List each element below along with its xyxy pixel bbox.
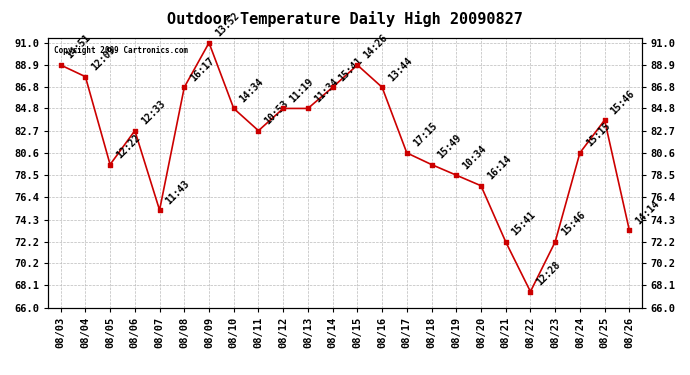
Point (500, 239, 511, 245)
Point (451, 172, 462, 178)
Point (204, 40, 215, 46)
Text: 14:14: 14:14 (633, 198, 661, 226)
Text: 10:34: 10:34 (460, 143, 489, 171)
Text: 11:19: 11:19 (287, 76, 315, 104)
Text: 14:26: 14:26 (362, 33, 389, 61)
Point (105, 162, 116, 168)
Text: 11:43: 11:43 (164, 178, 192, 206)
Text: 17:15: 17:15 (411, 121, 439, 149)
Text: 13:52: 13:52 (213, 11, 241, 39)
Point (302, 105, 313, 111)
Point (624, 227, 635, 233)
Point (80, 74, 91, 80)
Text: 13:44: 13:44 (386, 55, 414, 83)
Point (129, 128, 140, 134)
Text: 16:17: 16:17 (188, 55, 216, 83)
Point (55, 62, 66, 68)
Text: 14:51: 14:51 (65, 33, 92, 61)
Text: 15:41: 15:41 (510, 210, 538, 238)
Point (574, 150, 585, 156)
Text: 12:09: 12:09 (90, 45, 117, 72)
Point (426, 162, 437, 168)
Point (179, 84, 190, 90)
Text: 12:28: 12:28 (535, 260, 562, 288)
Point (377, 84, 388, 90)
Point (525, 289, 536, 295)
Text: 10:53: 10:53 (263, 99, 290, 126)
Text: 15:15: 15:15 (584, 121, 612, 149)
Text: 16:14: 16:14 (485, 154, 513, 182)
Point (228, 105, 239, 111)
Point (402, 150, 413, 156)
Text: Copyright 2009 Cartronics.com: Copyright 2009 Cartronics.com (55, 46, 188, 55)
Text: 15:49: 15:49 (435, 132, 464, 160)
Point (352, 62, 363, 68)
Text: 14:34: 14:34 (238, 76, 266, 104)
Text: 15:41: 15:41 (337, 55, 364, 83)
Text: 12:22: 12:22 (115, 132, 142, 160)
Point (327, 84, 338, 90)
Text: 11:34: 11:34 (312, 76, 340, 104)
Point (475, 183, 486, 189)
Point (277, 105, 288, 111)
Text: 12:33: 12:33 (139, 99, 167, 126)
Text: Outdoor Temperature Daily High 20090827: Outdoor Temperature Daily High 20090827 (167, 11, 523, 27)
Point (154, 207, 165, 213)
Point (599, 117, 610, 123)
Text: 15:46: 15:46 (560, 210, 587, 238)
Point (253, 128, 264, 134)
Text: 15:46: 15:46 (609, 88, 637, 116)
Point (550, 239, 561, 245)
